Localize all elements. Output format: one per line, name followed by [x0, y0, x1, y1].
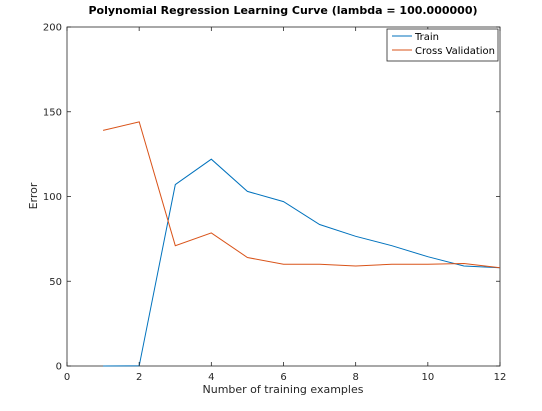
x-tick-label: 2	[136, 372, 142, 383]
x-axis-label: Number of training examples	[203, 383, 364, 396]
series-line-train	[103, 158, 501, 367]
axes-box	[66, 26, 501, 367]
x-axis-ticks: 0 2 4 6 8 10 12	[64, 27, 507, 383]
plot-area	[66, 26, 501, 367]
y-tick-label: 150	[43, 107, 62, 118]
y-axis-label: Error	[27, 182, 40, 209]
x-tick-label: 10	[421, 372, 434, 383]
legend-entry-label: Cross Validation	[415, 46, 495, 57]
chart-title: Polynomial Regression Learning Curve (la…	[88, 4, 477, 17]
y-tick-label: 50	[49, 277, 62, 288]
series-layer	[102, 121, 501, 367]
x-tick-label: 0	[64, 372, 70, 383]
legend-box	[386, 28, 499, 62]
x-tick-label: 6	[280, 372, 286, 383]
legend-entry-label: Train	[414, 32, 439, 43]
legend: Train Cross Validation	[386, 28, 499, 62]
x-tick-label: 8	[352, 372, 358, 383]
series-line-cross-validation	[102, 121, 501, 269]
y-tick-label: 200	[43, 23, 62, 34]
x-tick-label: 4	[208, 372, 214, 383]
y-tick-label: 0	[56, 362, 62, 373]
y-axis-ticks: 0 50 100 150 200	[43, 23, 500, 373]
x-tick-label: 12	[494, 372, 507, 383]
y-tick-label: 100	[43, 192, 62, 203]
